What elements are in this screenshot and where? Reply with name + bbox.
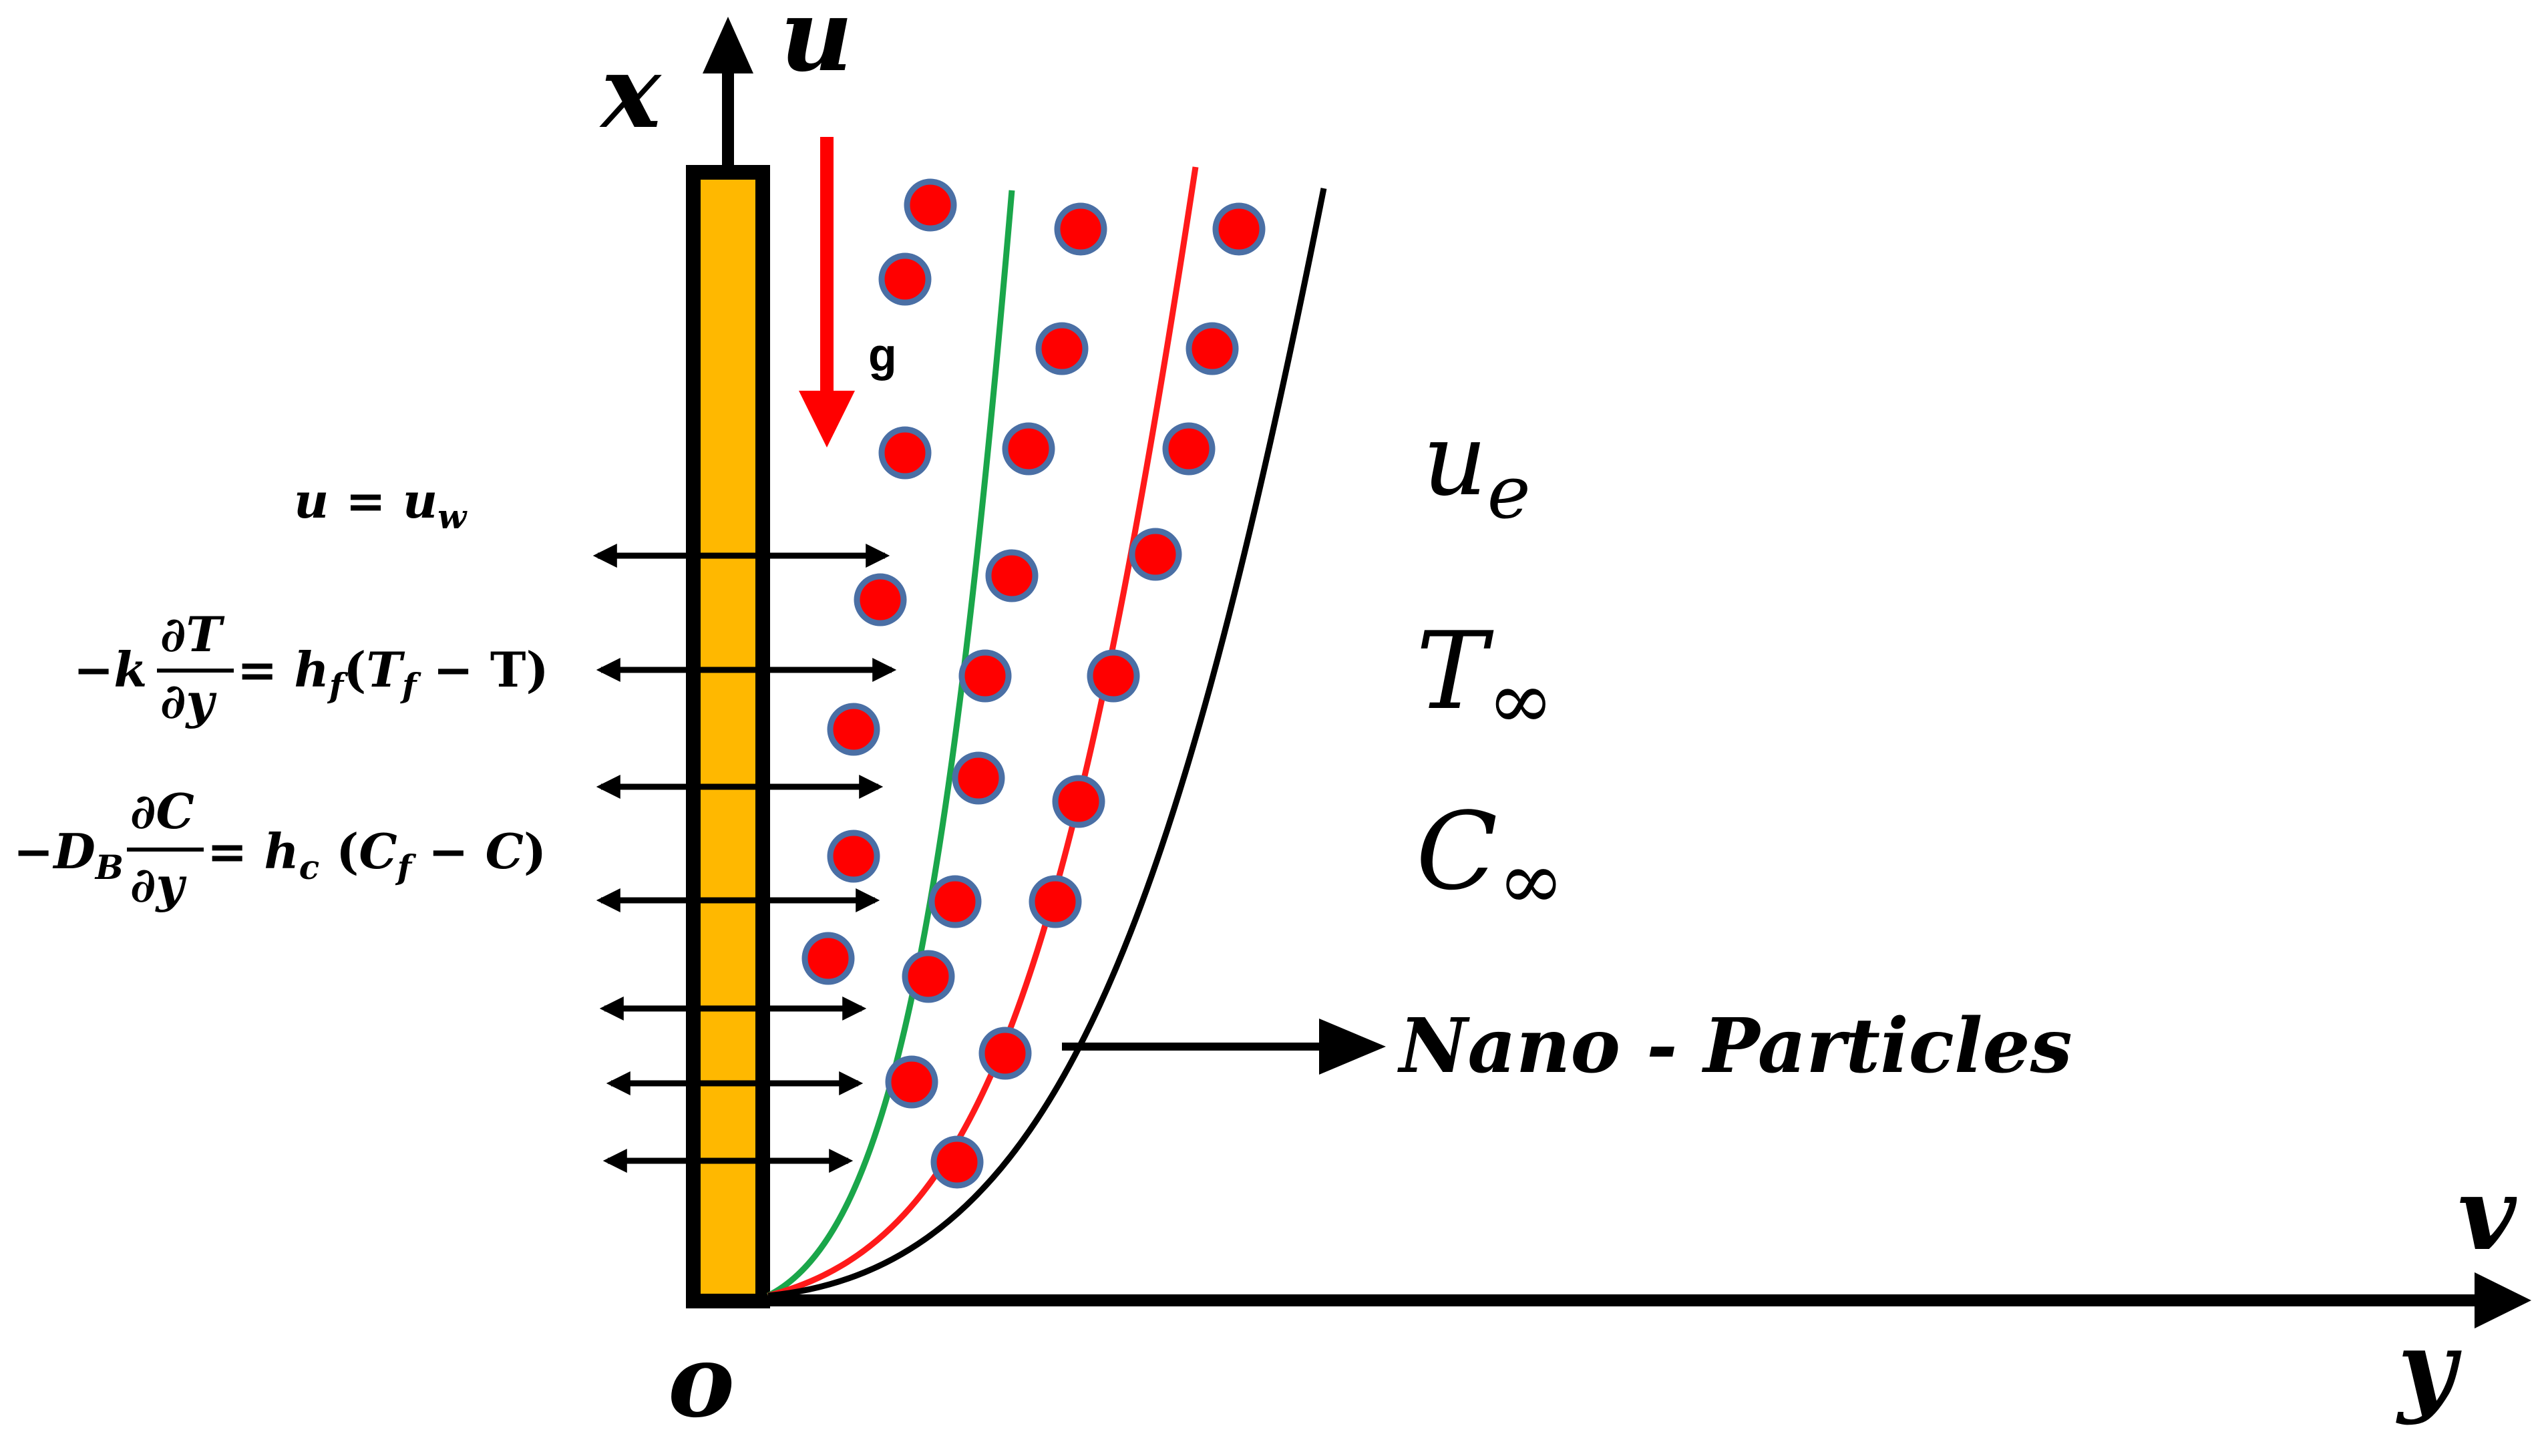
y-axis-label: y — [2396, 1309, 2462, 1427]
boundary-arrows — [592, 544, 897, 1173]
nano-particle — [958, 649, 1012, 703]
origin-label: o — [668, 1322, 735, 1440]
nano-particle — [1212, 202, 1266, 256]
velocity-profile-green — [766, 190, 1015, 1299]
svg-text:= hc (Cf − C): = hc (Cf − C) — [207, 823, 546, 887]
x-axis-label: x — [599, 33, 662, 151]
nano-particle — [1054, 202, 1107, 256]
v-axis-label: v — [2458, 1155, 2517, 1273]
y-axis-arrowhead — [2475, 1272, 2531, 1328]
nano-particle — [1162, 422, 1216, 476]
nano-particle — [878, 252, 932, 306]
nano-particle — [904, 178, 957, 232]
free-stream-C: C — [1416, 789, 1497, 914]
nano-particle — [1052, 775, 1105, 828]
velocity-bc: u = uw — [294, 472, 468, 536]
free-stream-velocity: ue — [1423, 402, 1531, 535]
nano-particle — [1129, 528, 1182, 581]
nano-particle — [1002, 422, 1055, 476]
nano-particle — [1029, 875, 1082, 928]
annotation-pointer-head — [1319, 1019, 1386, 1075]
svg-text:−k: −k — [73, 641, 147, 698]
nano-particle — [885, 1055, 938, 1109]
concentration-bc: −DB ∂C ∂y = hc (Cf − C) — [13, 783, 546, 913]
nano-particle — [801, 932, 855, 985]
nano-particle — [1087, 649, 1140, 703]
nano-particle — [985, 549, 1039, 602]
svg-text:= hf(Tf − T): = hf(Tf − T) — [237, 641, 549, 705]
nano-particle — [827, 703, 880, 756]
svg-text:∂y: ∂y — [130, 856, 186, 913]
gravity-arrow — [799, 137, 855, 447]
nano-particle — [1186, 322, 1239, 375]
free-stream-u-sub: e — [1487, 449, 1531, 535]
nano-particle — [902, 950, 955, 1003]
free-stream-T: T — [1416, 608, 1494, 733]
free-stream-concentration: C∞ — [1416, 789, 1564, 928]
temperature-profile-red — [767, 166, 1199, 1299]
nano-particle — [928, 875, 982, 928]
u-axis-label: u — [780, 0, 853, 94]
concentration-profile-black — [767, 188, 1327, 1299]
vertical-plate — [686, 165, 770, 1308]
thermal-bc: −k ∂T ∂y = hf(Tf − T) — [73, 606, 549, 729]
nano-particle — [1035, 322, 1089, 375]
nano-particle — [930, 1135, 984, 1189]
nano-particle — [878, 426, 932, 480]
svg-text:∂T: ∂T — [160, 606, 224, 663]
svg-text:−DB: −DB — [13, 823, 124, 887]
free-stream-C-sub: ∞ — [1497, 835, 1564, 928]
nano-particle — [952, 751, 1005, 805]
free-stream-T-sub: ∞ — [1487, 655, 1554, 747]
free-stream-temperature: T∞ — [1416, 608, 1554, 747]
gravity-label: g — [868, 329, 897, 381]
x-axis-arrowhead — [703, 17, 753, 73]
free-stream-u: u — [1423, 402, 1487, 518]
nano-particle — [854, 573, 907, 626]
nano-particle — [827, 830, 880, 883]
svg-text:∂y: ∂y — [160, 673, 216, 729]
nano-particles — [801, 178, 1266, 1189]
nano-particles-label: Nano - Particles — [1397, 1003, 2072, 1090]
svg-text:∂C: ∂C — [130, 783, 194, 840]
nano-particle — [978, 1027, 1032, 1080]
